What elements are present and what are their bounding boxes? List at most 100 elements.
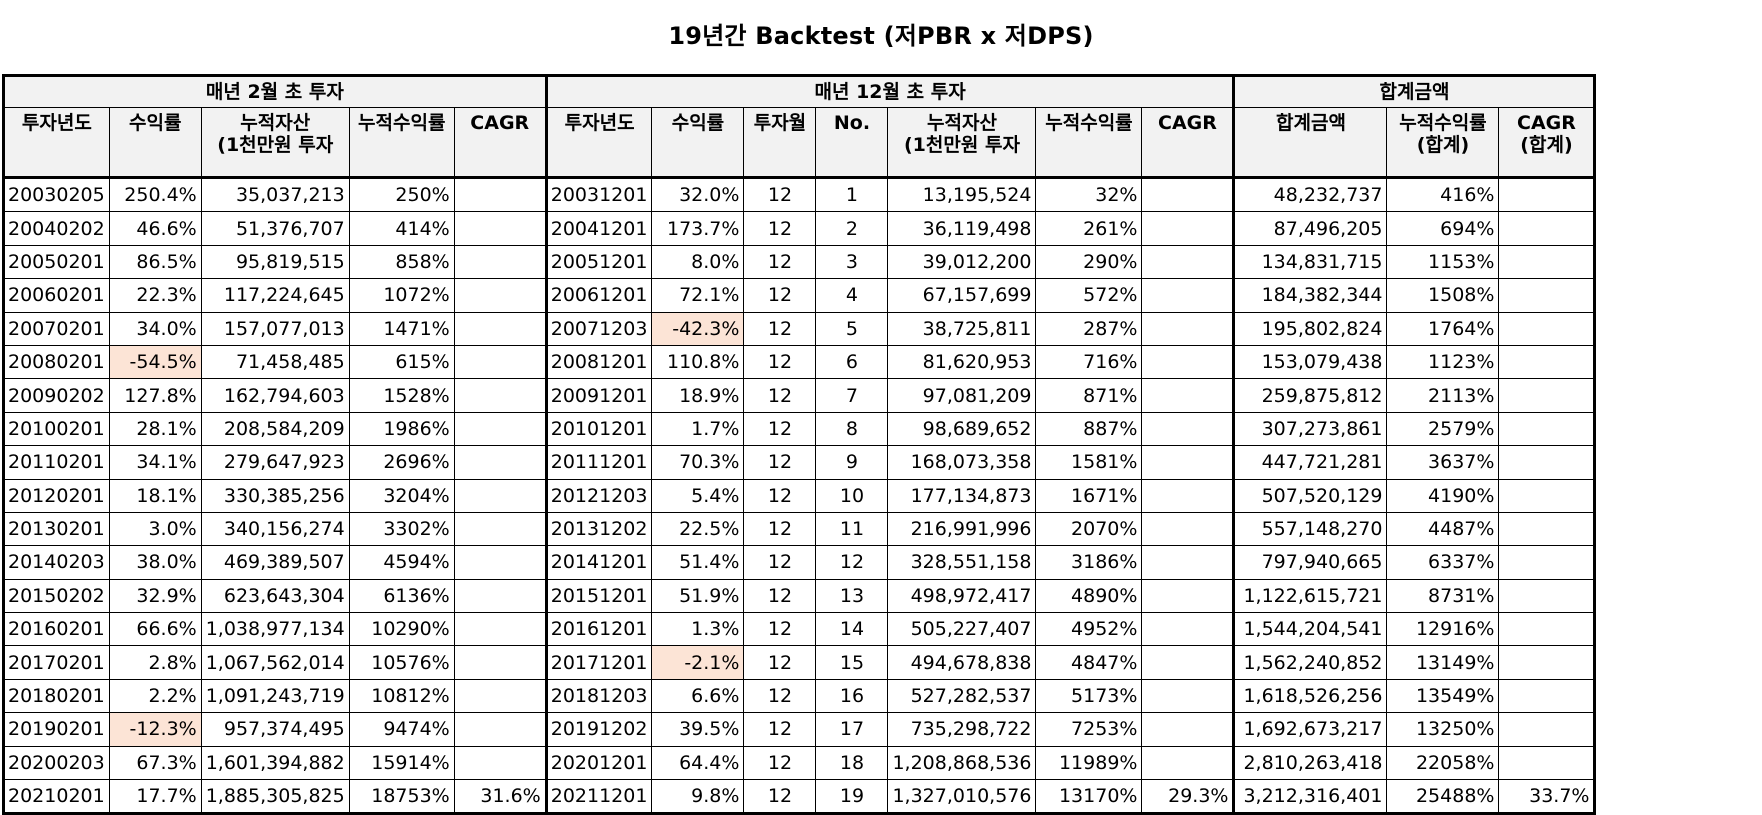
table-cell: 12 — [743, 779, 817, 815]
table-cell: 572% — [1035, 278, 1143, 313]
column-header-feb-3: 누적수익률 — [348, 107, 455, 179]
table-cell: 48,232,737 — [1233, 176, 1388, 213]
table-cell: 87,496,205 — [1233, 211, 1388, 246]
table-cell: 1508% — [1386, 278, 1500, 313]
table-cell — [1498, 712, 1597, 747]
table-cell: 20211201 — [545, 779, 653, 815]
table-cell — [1141, 378, 1236, 413]
table-cell: 2.8% — [108, 645, 202, 680]
table-cell — [1498, 378, 1597, 413]
column-header-feb-4: CAGR — [453, 107, 548, 179]
table-cell: 12 — [743, 344, 817, 380]
table-cell: 4487% — [1386, 511, 1500, 547]
table-row: 20110201 34.1% 279,647,923 2696% 20111201 70.… — [2, 445, 1597, 480]
table-cell: 2579% — [1386, 411, 1500, 447]
backtest-table: 매년 2월 초 투자 매년 12월 초 투자 합계금액 투자년도 수익률 누적자산(… — [2, 74, 1597, 815]
table-cell: 17 — [815, 712, 889, 747]
table-cell: 18.9% — [651, 378, 745, 413]
table-cell: 12 — [743, 511, 817, 547]
table-cell: 19 — [815, 779, 889, 815]
table-cell: 72.1% — [651, 278, 745, 313]
table-cell: 1,618,526,256 — [1233, 678, 1388, 714]
table-row: 20200203 67.3% 1,601,394,882 15914% 20201201… — [2, 745, 1597, 781]
table-cell: 95,819,515 — [200, 244, 350, 280]
table-cell: -12.3% — [108, 712, 202, 747]
table-cell: 6337% — [1386, 545, 1500, 580]
table-cell: 20091201 — [545, 378, 653, 413]
table-cell: 1,091,243,719 — [200, 678, 350, 714]
table-cell — [1141, 545, 1236, 580]
table-cell — [453, 244, 548, 280]
table-cell: 20051201 — [545, 244, 653, 280]
table-cell: 12 — [743, 678, 817, 714]
table-cell — [453, 645, 548, 680]
table-cell: 17.7% — [108, 779, 202, 815]
table-cell: 250% — [348, 176, 455, 213]
table-cell: 20170201 — [2, 645, 110, 680]
table-row: 20150202 32.9% 623,643,304 6136% 20151201 51.… — [2, 578, 1597, 614]
table-cell — [453, 378, 548, 413]
table-cell: 8.0% — [651, 244, 745, 280]
table-cell: 33.7% — [1498, 779, 1597, 815]
table-row: 20100201 28.1% 208,584,209 1986% 20101201 1.7… — [2, 411, 1597, 447]
table-cell — [453, 712, 548, 747]
table-cell: 1.7% — [651, 411, 745, 447]
table-cell — [1141, 311, 1236, 346]
table-cell: 34.1% — [108, 445, 202, 480]
table-cell: 168,073,358 — [887, 445, 1037, 480]
table-cell: 20191202 — [545, 712, 653, 747]
table-cell: 797,940,665 — [1233, 545, 1388, 580]
table-cell — [1498, 411, 1597, 447]
table-cell: 51.9% — [651, 578, 745, 614]
table-cell: 177,134,873 — [887, 478, 1037, 513]
table-cell — [1141, 678, 1236, 714]
table-row: 20130201 3.0% 340,156,274 3302% 20131202 22.5… — [2, 511, 1597, 547]
table-cell: 20071203 — [545, 311, 653, 346]
table-cell — [453, 211, 548, 246]
table-cell: 12 — [743, 278, 817, 313]
table-cell: 20101201 — [545, 411, 653, 447]
table-cell: 10812% — [348, 678, 455, 714]
table-cell: 66.6% — [108, 612, 202, 647]
table-cell: 9 — [815, 445, 889, 480]
table-cell: 20040202 — [2, 211, 110, 246]
table-cell: 735,298,722 — [887, 712, 1037, 747]
table-cell: 31.6% — [453, 779, 548, 815]
table-cell — [453, 545, 548, 580]
table-cell: -54.5% — [108, 344, 202, 380]
table-cell: 957,374,495 — [200, 712, 350, 747]
table-cell: 20070201 — [2, 311, 110, 346]
table-cell: 1,562,240,852 — [1233, 645, 1388, 680]
table-cell — [1141, 511, 1236, 547]
table-cell: 623,643,304 — [200, 578, 350, 614]
table-cell: 5173% — [1035, 678, 1143, 714]
table-cell — [1141, 578, 1236, 614]
table-cell — [1498, 578, 1597, 614]
table-cell: 4594% — [348, 545, 455, 580]
table-cell: 13,195,524 — [887, 176, 1037, 213]
table-cell: 20150202 — [2, 578, 110, 614]
table-cell: 12 — [815, 545, 889, 580]
column-header-dec-3: No. — [815, 107, 889, 179]
table-cell — [1141, 411, 1236, 447]
table-cell: 32.9% — [108, 578, 202, 614]
table-cell: 51.4% — [651, 545, 745, 580]
table-cell: 184,382,344 — [1233, 278, 1388, 313]
table-cell — [1498, 545, 1597, 580]
table-cell: 1528% — [348, 378, 455, 413]
table-cell: 12 — [743, 411, 817, 447]
table-cell: 13 — [815, 578, 889, 614]
table-cell: 81,620,953 — [887, 344, 1037, 380]
table-cell: 20140203 — [2, 545, 110, 580]
table-cell — [1498, 678, 1597, 714]
table-cell — [453, 278, 548, 313]
table-cell: 13549% — [1386, 678, 1500, 714]
table-cell: 12 — [743, 478, 817, 513]
table-cell: 12 — [743, 378, 817, 413]
group-header-feb: 매년 2월 초 투자 — [2, 74, 548, 108]
table-cell: 12 — [743, 311, 817, 346]
group-header-total: 합계금액 — [1233, 74, 1597, 108]
table-cell: 4 — [815, 278, 889, 313]
table-cell: 1.3% — [651, 612, 745, 647]
table-cell: 1,208,868,536 — [887, 745, 1037, 781]
